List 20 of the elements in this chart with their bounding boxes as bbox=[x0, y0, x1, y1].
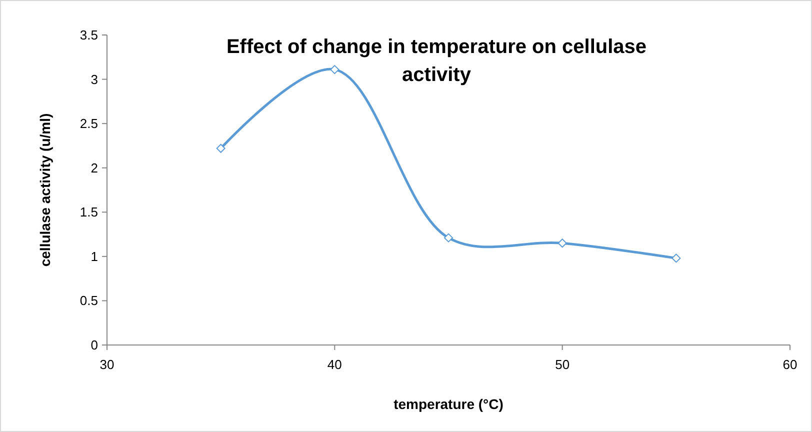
y-tick-label: 3 bbox=[90, 72, 98, 87]
point bbox=[672, 254, 681, 263]
y-tick-label: 2 bbox=[90, 160, 98, 176]
point bbox=[444, 233, 453, 242]
text: Effect of change in temperature on cellulase activity bbox=[226, 36, 647, 86]
point bbox=[558, 238, 567, 248]
y-tick-label: 1 bbox=[90, 248, 98, 264]
y-tick-label: 3.5 bbox=[80, 28, 98, 42]
y-axis-title: cellulase activity (u/ml) bbox=[37, 113, 53, 267]
x-tick-label: 60 bbox=[782, 357, 798, 372]
point bbox=[216, 144, 226, 153]
y-tick-label: 0 bbox=[90, 338, 98, 352]
x-axis-title: temperature (°C) bbox=[394, 396, 504, 412]
point bbox=[330, 65, 340, 74]
x-tick-label: 30 bbox=[100, 357, 114, 372]
y-tick-label: 1.5 bbox=[80, 204, 98, 220]
x-tick-label: 40 bbox=[327, 357, 342, 372]
y-tick-label: 2.5 bbox=[80, 116, 98, 132]
y-tick-label: 0.5 bbox=[80, 293, 98, 308]
x-tick-label: 50 bbox=[555, 357, 570, 372]
